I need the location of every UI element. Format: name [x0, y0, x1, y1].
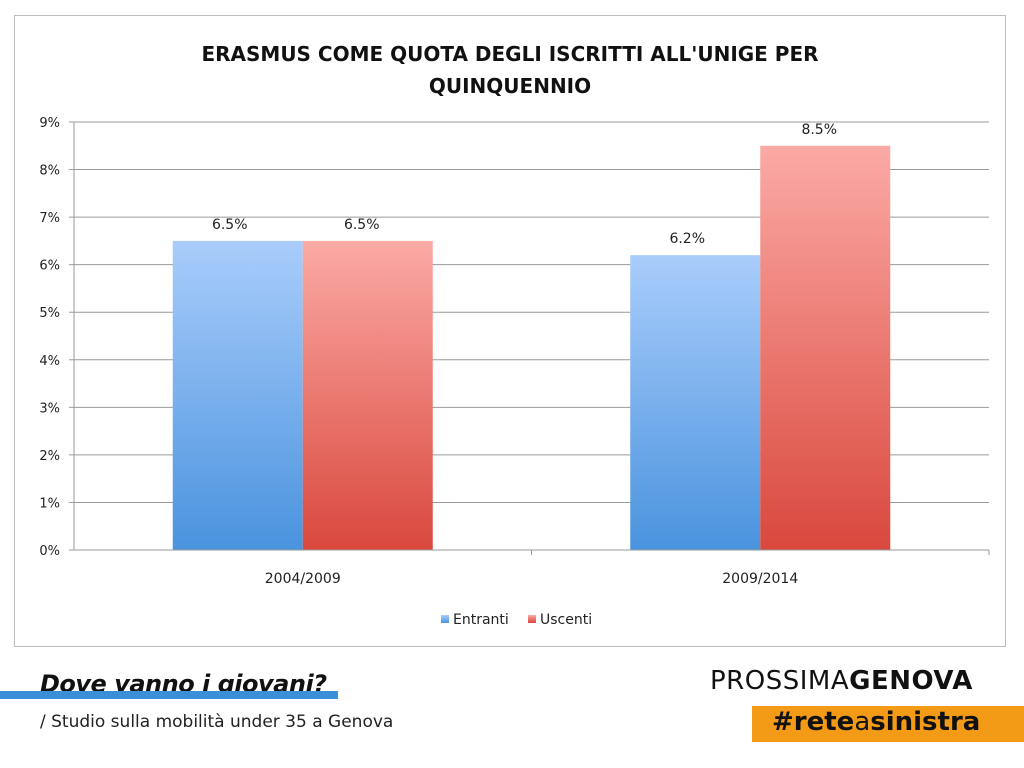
data-label: 8.5% [801, 122, 837, 138]
y-tick-label: 1% [39, 496, 60, 511]
hashtag-box [752, 706, 1024, 742]
chart-frame: ERASMUS COME QUOTA DEGLI ISCRITTI ALL'UN… [14, 15, 1006, 647]
chart-title-line-2: QUINQUENNIO [428, 74, 592, 98]
hashtag-part-rete: #rete [772, 707, 855, 737]
y-tick-label: 0% [39, 544, 60, 559]
bar [630, 255, 761, 550]
brand-logo: PROSSIMAGENOVA [710, 666, 973, 696]
footer-subtitle: / Studio sulla mobilità under 35 a Genov… [40, 712, 394, 732]
footer-accent-bar [0, 691, 338, 699]
legend-label: Uscenti [540, 612, 592, 628]
brand-name-bold: GENOVA [849, 666, 973, 696]
hashtag-part-sinistra: sinistra [870, 707, 981, 737]
y-tick-label: 2% [39, 449, 60, 464]
y-tick-label: 4% [39, 354, 60, 369]
y-tick-label: 6% [39, 259, 60, 274]
y-tick-label: 3% [39, 401, 60, 416]
y-tick-label: 5% [39, 306, 60, 321]
bar-chart: 0% 1% 2% 3% 4% 5% 6% 7% 8% 9% 6.5% 6.5% 2004/2009 6.2… [39, 116, 990, 628]
y-tick-label: 8% [39, 164, 60, 179]
bar [302, 240, 433, 550]
x-tick-label: 2004/2009 [265, 571, 341, 587]
legend-swatch [528, 615, 536, 623]
brand-name-light: PROSSIMA [710, 666, 850, 696]
bar [760, 145, 891, 550]
hashtag: #reteasinistra [772, 707, 980, 737]
x-tick-label: 2009/2014 [722, 571, 798, 587]
hashtag-part-a: a [854, 707, 871, 737]
y-tick-label: 7% [39, 211, 60, 226]
chart-title-line-1: ERASMUS COME QUOTA DEGLI ISCRITTI ALL'UN… [201, 42, 819, 66]
data-label: 6.5% [344, 217, 380, 233]
data-label: 6.5% [212, 217, 248, 233]
data-label: 6.2% [669, 231, 705, 247]
y-tick-label: 9% [39, 116, 60, 131]
bar [172, 240, 303, 550]
chart-title: ERASMUS COME QUOTA DEGLI ISCRITTI ALL'UN… [15, 38, 1005, 102]
legend-label: Entranti [453, 612, 509, 628]
legend-swatch [441, 615, 449, 623]
